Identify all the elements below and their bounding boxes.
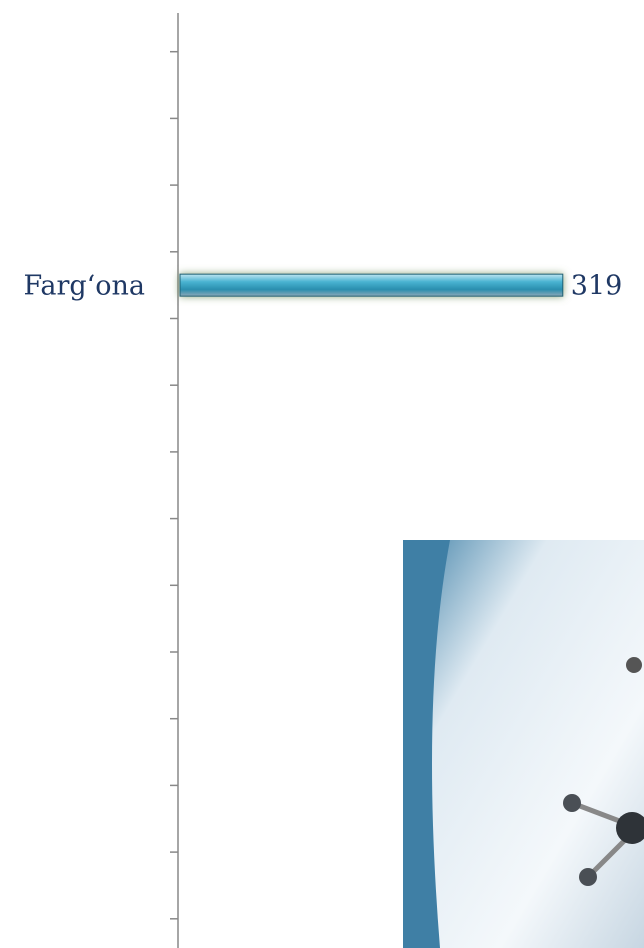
category-label: Farg‘ona <box>23 271 145 302</box>
chart: Farg‘ona 319 <box>0 0 644 948</box>
value-label: 319 <box>571 271 623 302</box>
bar-group <box>180 274 563 296</box>
bar <box>180 274 563 296</box>
photo <box>403 540 644 948</box>
